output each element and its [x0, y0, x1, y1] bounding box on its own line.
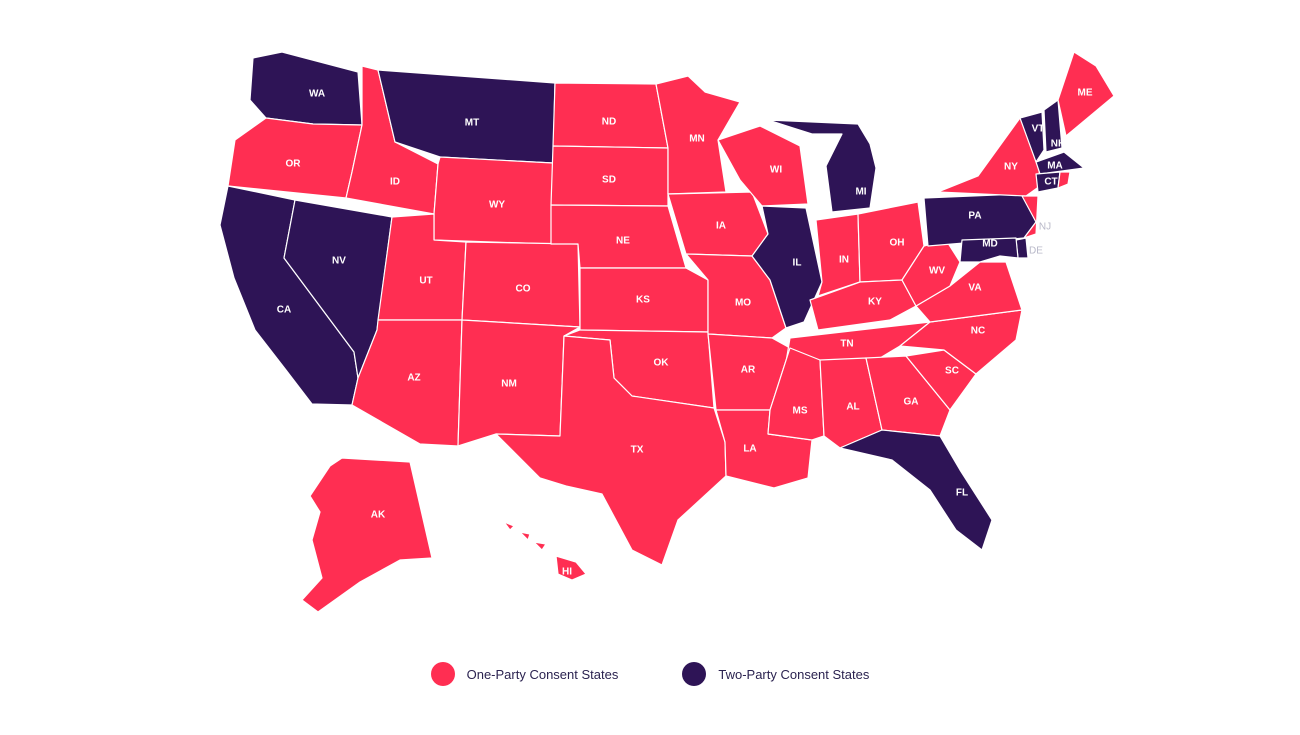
state-label-nd: ND	[602, 117, 616, 128]
state-in	[815, 213, 861, 297]
state-label-ak: AK	[371, 510, 386, 521]
state-label-tx: TX	[631, 445, 644, 456]
state-label-ca: CA	[277, 305, 291, 316]
state-label-az: AZ	[407, 373, 420, 384]
state-ak	[301, 457, 433, 613]
legend-label-two-party: Two-Party Consent States	[718, 666, 870, 682]
state-ga	[865, 355, 951, 437]
state-label-ky: KY	[868, 297, 882, 308]
state-label-ar: AR	[741, 365, 756, 376]
state-vt	[1019, 111, 1045, 163]
state-label-nc: NC	[971, 326, 985, 337]
state-label-la: LA	[743, 444, 756, 455]
state-label-va: VA	[968, 283, 981, 294]
legend-item-two-party: Two-Party Consent States	[682, 662, 869, 686]
legend-label-one-party: One-Party Consent States	[466, 666, 619, 682]
state-ri	[1057, 171, 1071, 189]
state-label-il: IL	[793, 258, 802, 269]
state-label-ks: KS	[636, 295, 650, 306]
state-label-tn: TN	[840, 339, 853, 350]
state-label-co: CO	[516, 284, 531, 295]
state-label-ma: MA	[1047, 161, 1063, 172]
state-me	[1057, 51, 1115, 137]
legend-swatch-two-party	[682, 662, 707, 686]
state-label-ne: NE	[616, 236, 630, 247]
state-label-me: ME	[1078, 88, 1093, 99]
state-label-al: AL	[846, 402, 859, 413]
state-label-mi: MI	[855, 187, 866, 198]
legend-swatch-one-party	[430, 662, 455, 686]
state-wi	[717, 125, 809, 207]
state-label-nm: NM	[501, 379, 517, 390]
state-nd	[552, 82, 669, 149]
state-wa	[249, 51, 363, 126]
state-label-ny: NY	[1004, 162, 1018, 173]
state-label-nh: NH	[1051, 139, 1065, 150]
state-label-vt: VT	[1032, 124, 1045, 135]
state-label-ms: MS	[793, 406, 808, 417]
state-label-mt: MT	[465, 118, 479, 129]
state-ma	[1035, 151, 1085, 175]
state-label-wa: WA	[309, 89, 325, 100]
state-label-oh: OH	[890, 238, 905, 249]
state-label-mo: MO	[735, 298, 751, 309]
legend: One-Party Consent States Two-Party Conse…	[0, 662, 1300, 686]
state-label-md: MD	[982, 239, 998, 250]
state-label-ia: IA	[716, 221, 726, 232]
state-mi	[767, 119, 877, 213]
state-label-or: OR	[286, 159, 302, 170]
state-label-ga: GA	[904, 397, 919, 408]
state-label-wv: WV	[929, 266, 945, 277]
state-label-mn: MN	[689, 134, 705, 145]
state-label-pa: PA	[968, 211, 981, 222]
state-md	[959, 237, 1019, 263]
state-label-ok: OK	[654, 358, 670, 369]
state-label-id: ID	[390, 177, 400, 188]
state-labels-layer: WA OR CA NV ID MT WY UT AZ CO NM ND SD NE KS OK TX MN IA MO…	[277, 88, 1093, 578]
state-label-de: DE	[1029, 246, 1043, 257]
state-label-ct: CT	[1044, 177, 1057, 188]
state-label-nv: NV	[332, 256, 346, 267]
state-label-ut: UT	[419, 276, 432, 287]
legend-item-one-party: One-Party Consent States	[430, 662, 619, 686]
state-il	[751, 205, 823, 329]
state-label-nj: NJ	[1039, 222, 1051, 233]
state-label-wy: WY	[489, 200, 505, 211]
state-nh	[1043, 99, 1063, 153]
state-label-sc: SC	[945, 366, 959, 377]
state-label-sd: SD	[602, 175, 616, 186]
state-fl	[839, 429, 993, 551]
state-label-fl: FL	[956, 488, 968, 499]
state-hi	[503, 521, 587, 581]
state-label-hi: HI	[562, 567, 572, 578]
state-label-in: IN	[839, 255, 849, 266]
states-layer	[219, 51, 1115, 613]
state-label-wi: WI	[770, 165, 782, 176]
state-nj	[1021, 195, 1039, 239]
